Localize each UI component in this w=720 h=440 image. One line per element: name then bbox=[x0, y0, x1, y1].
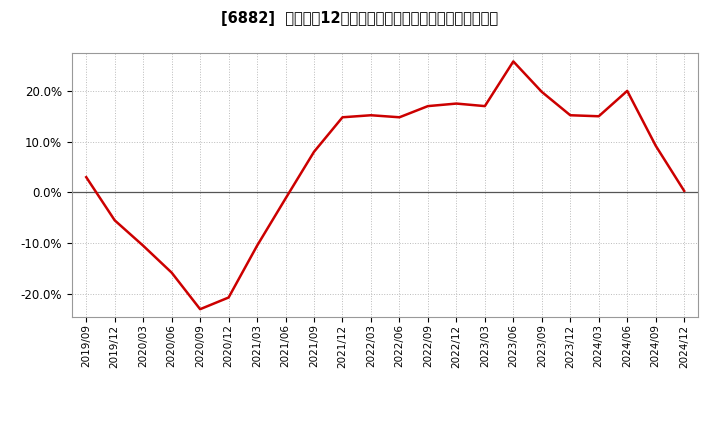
Text: [6882]  売上高の12か月移動合計の対前年同期増減率の推移: [6882] 売上高の12か月移動合計の対前年同期増減率の推移 bbox=[222, 11, 498, 26]
